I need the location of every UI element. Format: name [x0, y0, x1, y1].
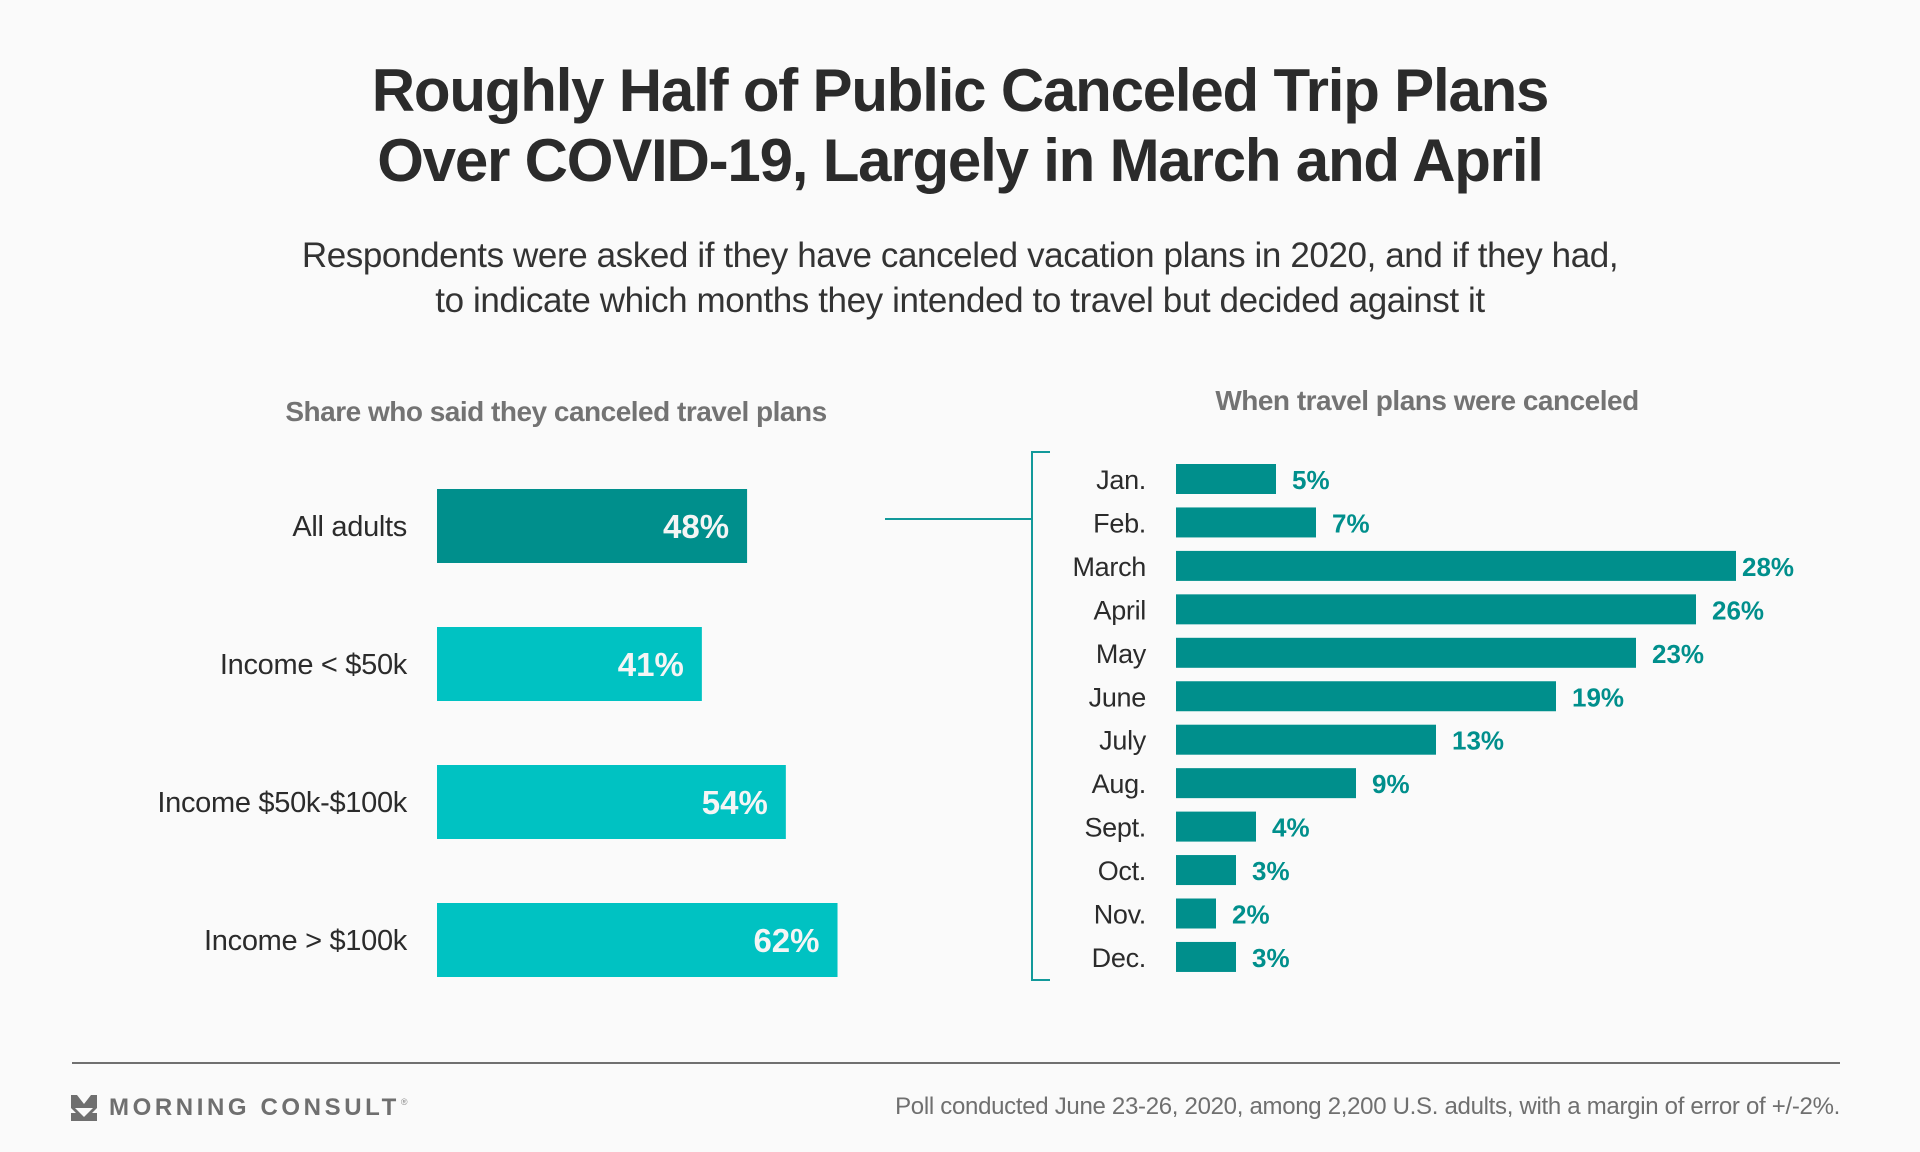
month-bar	[1176, 637, 1636, 668]
month-value-label: 13%	[1452, 726, 1504, 756]
month-label: Aug.	[1092, 769, 1146, 799]
month-bar	[1176, 811, 1256, 842]
chart-title-line-1: Roughly Half of Public Canceled Trip Pla…	[371, 57, 1550, 124]
month-label: Dec.	[1092, 943, 1146, 973]
source-note: Poll conducted June 23-26, 2020, among 2…	[895, 1093, 1840, 1120]
income-bar-row: Income $50k-$100k 54%	[157, 765, 786, 839]
bracket	[1031, 451, 1050, 981]
income-bar	[437, 903, 838, 977]
month-label: Nov.	[1094, 900, 1146, 930]
month-bar-row: May 23%	[1096, 637, 1704, 669]
month-value-label: 4%	[1272, 813, 1310, 843]
month-value-label: 19%	[1572, 682, 1624, 712]
left-panel-heading: Share who said they canceled travel plan…	[285, 396, 826, 427]
month-bar-row: Oct. 3%	[1098, 855, 1290, 886]
month-bar	[1176, 768, 1356, 799]
footer-divider	[72, 1062, 1840, 1064]
category-label: Income < $50k	[220, 649, 408, 681]
month-bar	[1176, 594, 1696, 625]
month-label: Sept.	[1084, 813, 1146, 843]
month-value-label: 5%	[1292, 465, 1330, 495]
month-value-label: 3%	[1252, 943, 1290, 973]
chart-subtitle-line-1: Respondents were asked if they have canc…	[301, 236, 1619, 275]
income-bar	[437, 765, 786, 839]
month-label: June	[1089, 682, 1146, 712]
brand-logo: MORNING CONSULT ®	[71, 1094, 408, 1122]
bar-value-label: 41%	[618, 646, 684, 683]
brand-name: MORNING CONSULT	[109, 1094, 400, 1121]
income-bar-row: Income > $100k 62%	[204, 903, 838, 977]
month-bar	[1176, 941, 1236, 972]
chart-title: Roughly Half of Public Canceled Trip Pla…	[0, 56, 1920, 196]
bar-value-label: 54%	[702, 784, 768, 821]
category-label: All adults	[292, 511, 407, 543]
month-bar-chart: Jan. 5% Feb. 7% March 28% April 26% May 23% June 19…	[1072, 464, 1794, 973]
registered-mark: ®	[400, 1097, 408, 1107]
income-bar	[437, 489, 748, 563]
month-bar-row: June 19%	[1089, 681, 1624, 712]
income-bar-row: All adults 48%	[292, 489, 748, 563]
right-panel-heading: When travel plans were canceled	[1215, 385, 1638, 416]
bracket-connector	[885, 451, 1050, 981]
month-bar-row: Jan. 5%	[1096, 464, 1330, 495]
month-value-label: 2%	[1232, 900, 1270, 930]
morning-consult-chevron-icon	[71, 1095, 97, 1121]
month-bar-row: Dec. 3%	[1092, 941, 1290, 973]
month-bar	[1176, 681, 1556, 712]
month-bar	[1176, 550, 1736, 581]
chart-title-line-2: Over COVID-19, Largely in March and Apri…	[377, 127, 1544, 194]
bar-value-label: 62%	[753, 922, 819, 959]
month-label: Feb.	[1093, 508, 1146, 538]
month-bar	[1176, 507, 1316, 538]
income-bar-chart: All adults 48% Income < $50k 41% Income $50k…	[157, 489, 838, 977]
month-value-label: 23%	[1652, 639, 1704, 669]
month-value-label: 7%	[1332, 508, 1370, 538]
chart-subtitle-line-2: to indicate which months they intended t…	[435, 281, 1485, 320]
month-value-label: 26%	[1712, 595, 1764, 625]
month-label: May	[1096, 639, 1147, 669]
category-label: Income > $100k	[204, 925, 408, 957]
month-bar	[1176, 855, 1236, 886]
month-value-label: 3%	[1252, 856, 1290, 886]
month-bar	[1176, 898, 1216, 929]
month-bar-row: Sept. 4%	[1084, 811, 1310, 843]
month-bar-row: Feb. 7%	[1093, 507, 1370, 538]
category-label: Income $50k-$100k	[157, 787, 407, 819]
chart-subtitle: Respondents were asked if they have canc…	[0, 233, 1920, 323]
month-bar	[1176, 464, 1276, 494]
month-bar-row: Nov. 2%	[1094, 898, 1270, 930]
month-bar-row: July 13%	[1099, 724, 1504, 756]
month-bar-row: March 28%	[1072, 550, 1794, 582]
month-label: Jan.	[1096, 465, 1146, 495]
month-bar-row: April 26%	[1093, 594, 1764, 625]
month-label: April	[1093, 595, 1146, 625]
month-bar	[1176, 724, 1436, 755]
month-value-label: 28%	[1742, 552, 1794, 582]
month-value-label: 9%	[1372, 769, 1410, 799]
month-bar-row: Aug. 9%	[1092, 768, 1410, 799]
month-label: Oct.	[1098, 856, 1146, 886]
bar-value-label: 48%	[663, 508, 729, 545]
month-label: July	[1099, 726, 1147, 756]
income-bar	[437, 627, 702, 701]
income-bar-row: Income < $50k 41%	[220, 627, 702, 701]
month-label: March	[1072, 552, 1146, 582]
